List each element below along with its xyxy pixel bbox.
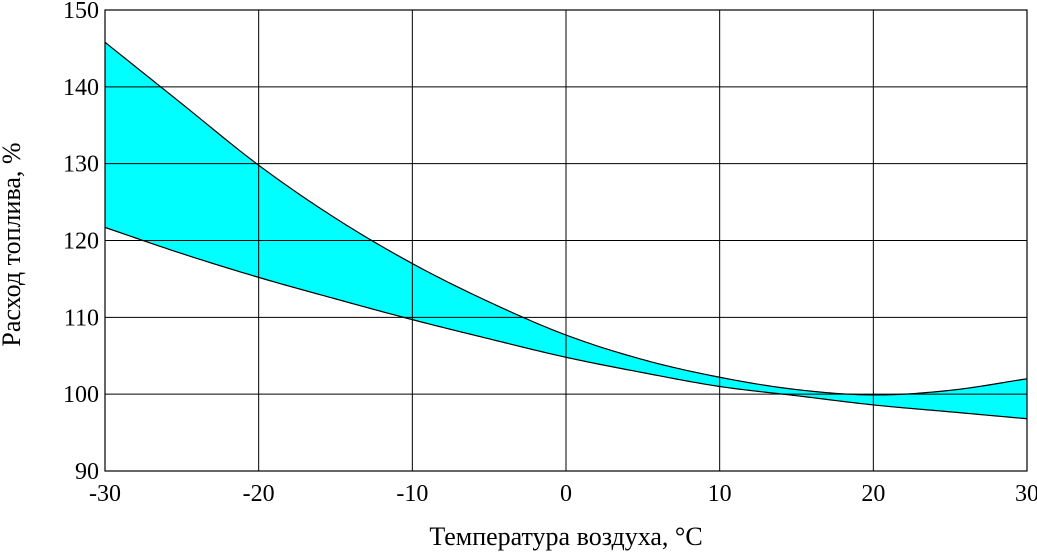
y-tick-label: 100 (63, 382, 99, 408)
y-tick-label: 140 (63, 75, 99, 101)
y-tick-label: 110 (64, 305, 99, 331)
x-tick-label: -10 (396, 481, 428, 507)
x-tick-label: 30 (1015, 481, 1037, 507)
y-axis-title: Расход топлива, % (0, 142, 26, 346)
x-axis-title: Температура воздуха, °C (429, 522, 702, 551)
lines-layer (104, 41, 1028, 420)
y-tick-label: 90 (75, 459, 99, 485)
x-tick-label: 20 (861, 481, 885, 507)
x-tick-label: 10 (708, 481, 732, 507)
lower-series-line (104, 226, 1028, 420)
x-tick-label: 0 (560, 481, 572, 507)
y-tick-labels: 90 100 110 120 130 140 150 (63, 0, 99, 485)
y-tick-label: 150 (63, 0, 99, 24)
x-tick-label: -20 (243, 481, 275, 507)
upper-series-line (104, 41, 1028, 396)
x-tick-label: -30 (89, 481, 121, 507)
y-tick-label: 120 (63, 229, 99, 255)
x-tick-labels: -30 -20 -10 0 10 20 30 (89, 481, 1037, 507)
y-tick-label: 130 (63, 152, 99, 178)
plot-frame (104, 9, 1028, 472)
